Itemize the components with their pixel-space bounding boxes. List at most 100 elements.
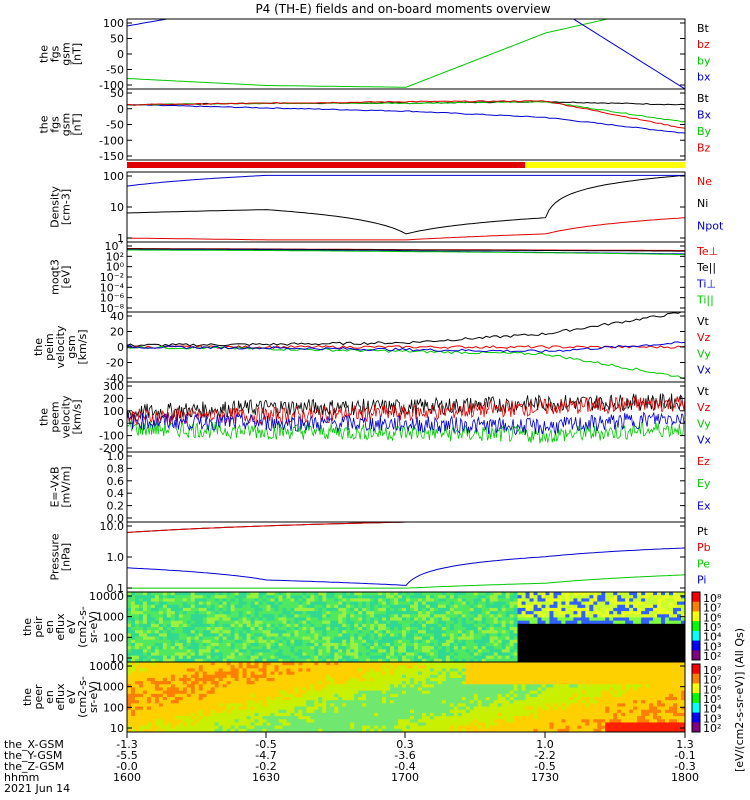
panel-peer-plot bbox=[127, 662, 685, 732]
legend-Pb: Pb bbox=[697, 541, 711, 554]
y-tick-label: 0 bbox=[117, 341, 124, 354]
panel-pressure-plot bbox=[127, 522, 685, 589]
svg-text:[eV]: [eV] bbox=[60, 266, 73, 289]
svg-text:peem: peem bbox=[49, 401, 62, 432]
panel-efield: 1.00.80.60.40.20.0 E=-VxB[mV/m] Ez Ey Ex bbox=[49, 450, 711, 525]
series-Pi-line bbox=[127, 547, 685, 586]
y-tick-label: 10⁰ bbox=[106, 261, 125, 274]
svg-text:gsm: gsm bbox=[60, 42, 73, 65]
series-Vx-line bbox=[127, 341, 685, 353]
panel-peer: 10000 1000 100 10 thepeerenefluxeV(cm2-s-sr-… bbox=[21, 660, 686, 735]
panel-frame bbox=[126, 18, 686, 90]
legend-by: by bbox=[697, 54, 711, 67]
x-tick-label: 1730 bbox=[531, 771, 559, 784]
panel-peir: 10000 1000 100 10 thepeirenefluxeV(cm2-s-sr-… bbox=[21, 590, 686, 665]
svg-text:[mV/m]: [mV/m] bbox=[60, 466, 73, 507]
svg-text:[nPa]: [nPa] bbox=[60, 543, 73, 571]
y-tick-label: 10 bbox=[110, 722, 124, 735]
series-bx-line bbox=[127, 19, 685, 89]
x-tick-label: -0.0 bbox=[116, 760, 137, 773]
x-row-label: the_X-GSM bbox=[4, 738, 64, 751]
mode-bar-yellow bbox=[525, 162, 685, 168]
legend-bx: bx bbox=[697, 71, 711, 84]
panel-frame bbox=[126, 171, 686, 243]
y-tick-label: 10 bbox=[110, 201, 124, 214]
svg-text:eV: eV bbox=[65, 619, 78, 634]
panel-peir-plot bbox=[127, 592, 685, 662]
x-tick-label: 1.0 bbox=[536, 738, 554, 751]
svg-text:velocity: velocity bbox=[60, 395, 73, 438]
legend-Ti: Ti⊥ bbox=[696, 277, 716, 290]
legend-Te: Te⊥ bbox=[696, 245, 718, 258]
x-tick-label: -4.7 bbox=[255, 749, 276, 762]
svg-text:the: the bbox=[21, 618, 34, 636]
svg-text:the: the bbox=[38, 45, 51, 63]
y-tick-label: 0.8 bbox=[107, 462, 125, 475]
series-Vy-line bbox=[127, 420, 685, 444]
x-tick-label: 1800 bbox=[671, 771, 699, 784]
series-Ni-line bbox=[127, 174, 685, 235]
y-tick-label: 100 bbox=[103, 405, 124, 418]
svg-text:the: the bbox=[38, 115, 51, 133]
legend-Pi: Pi bbox=[697, 574, 706, 587]
mode-bar-red bbox=[127, 162, 525, 168]
legend-By: By bbox=[697, 125, 712, 138]
y-tick-label: -200 bbox=[99, 442, 124, 455]
y-tick-label: 0.2 bbox=[107, 500, 125, 513]
y-tick-label: 1 bbox=[117, 232, 124, 245]
legend-bz: bz bbox=[697, 38, 710, 51]
legend-Bt: Bt bbox=[697, 92, 710, 105]
y-tick-label: 1000 bbox=[96, 681, 124, 694]
legend-Vz: Vz bbox=[697, 401, 711, 414]
series-Bz-line bbox=[127, 100, 685, 129]
legend-Ne: Ne bbox=[697, 175, 712, 188]
x-tick-label: 1630 bbox=[252, 771, 280, 784]
x-tick-label: -3.6 bbox=[394, 749, 415, 762]
svg-text:(cm2-s-: (cm2-s- bbox=[76, 606, 89, 648]
panel-peim-plot bbox=[127, 312, 685, 380]
y-tick-label: 10 bbox=[110, 652, 124, 665]
series-Vt-line bbox=[127, 312, 685, 347]
svg-text:en: en bbox=[43, 620, 56, 634]
y-tick-label: 200 bbox=[103, 392, 124, 405]
legend-Npot: Npot bbox=[697, 219, 724, 232]
y-tick-label: 50 bbox=[110, 33, 124, 46]
x-tick-label: 1.3 bbox=[676, 738, 694, 751]
y-axis-label: E=-VxB[mV/m] bbox=[49, 466, 73, 507]
y-tick-label: 0.1 bbox=[107, 582, 125, 595]
legend-Ez: Ez bbox=[697, 455, 710, 468]
legend-Vy: Vy bbox=[697, 347, 711, 360]
series-Pb-line bbox=[127, 522, 685, 533]
y-tick-label: 100 bbox=[103, 170, 124, 183]
series-Te-line bbox=[127, 248, 685, 252]
series-Ti-line bbox=[127, 249, 685, 256]
svg-text:peim: peim bbox=[43, 333, 56, 361]
y-tick-label: 10² bbox=[106, 250, 124, 263]
x-tick-label: -1.3 bbox=[116, 738, 137, 751]
y-tick-label: 0 bbox=[117, 417, 124, 430]
y-tick-label: 1.0 bbox=[107, 551, 125, 564]
x-row-label: hhmm bbox=[4, 771, 39, 784]
y-tick-label: 10⁻² bbox=[100, 271, 124, 284]
svg-text:moqt3: moqt3 bbox=[49, 259, 62, 295]
series-Pt-line bbox=[127, 522, 685, 533]
y-tick-label: 50 bbox=[110, 87, 124, 100]
svg-text:Density: Density bbox=[49, 186, 62, 228]
legend-Ex: Ex bbox=[697, 499, 711, 512]
y-tick-label: -50 bbox=[106, 119, 124, 132]
y-tick-label: 1.0 bbox=[107, 450, 125, 463]
svg-text:fgs: fgs bbox=[49, 45, 62, 62]
series-Pe-line bbox=[127, 574, 685, 589]
panel-frame bbox=[126, 521, 686, 593]
series-by-line bbox=[127, 19, 610, 88]
legend-Bz: Bz bbox=[697, 141, 711, 154]
y-tick-label: 0.0 bbox=[107, 512, 125, 525]
panel-temp-plot bbox=[127, 248, 685, 256]
